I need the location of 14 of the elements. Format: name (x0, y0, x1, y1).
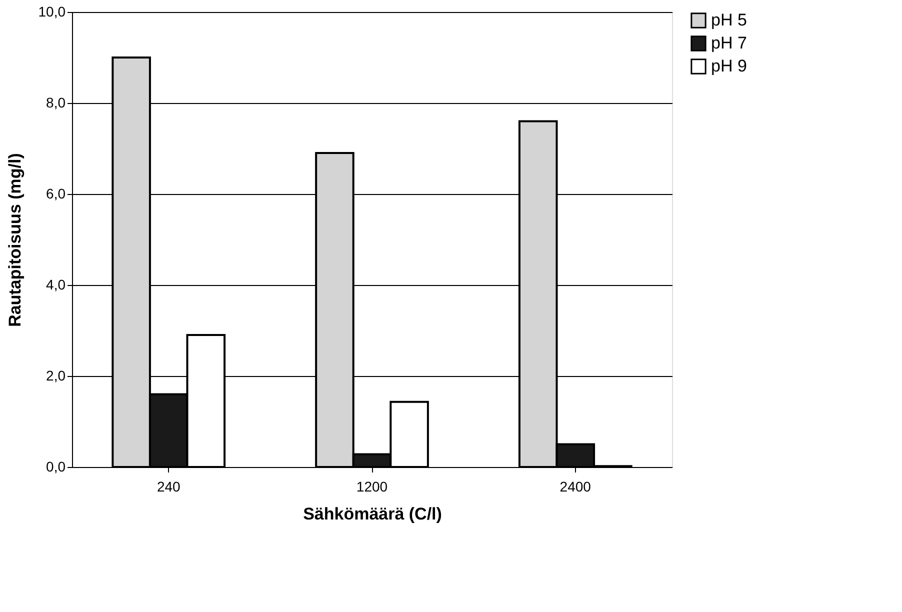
x-tick-label: 1200 (356, 478, 388, 494)
y-tick-label: 0,0 (46, 458, 66, 474)
x-axis-title: Sähkömäärä (C/l) (303, 504, 442, 524)
y-axis-title: Rautapitoisuus (mg/l) (5, 153, 24, 327)
y-tick-label: 8,0 (46, 94, 66, 110)
x-tick-label: 240 (156, 478, 181, 494)
y-tick-label: 10,0 (38, 4, 66, 20)
y-tick-label: 2,0 (46, 368, 66, 384)
legend-label: pH 5 (711, 10, 747, 30)
legend-label: pH 7 (711, 34, 747, 52)
y-tick-label: 6,0 (46, 186, 66, 202)
y-tick-label: 4,0 (46, 276, 66, 292)
legend-label: pH 9 (711, 56, 747, 76)
x-tick-label: 2400 (560, 478, 592, 494)
